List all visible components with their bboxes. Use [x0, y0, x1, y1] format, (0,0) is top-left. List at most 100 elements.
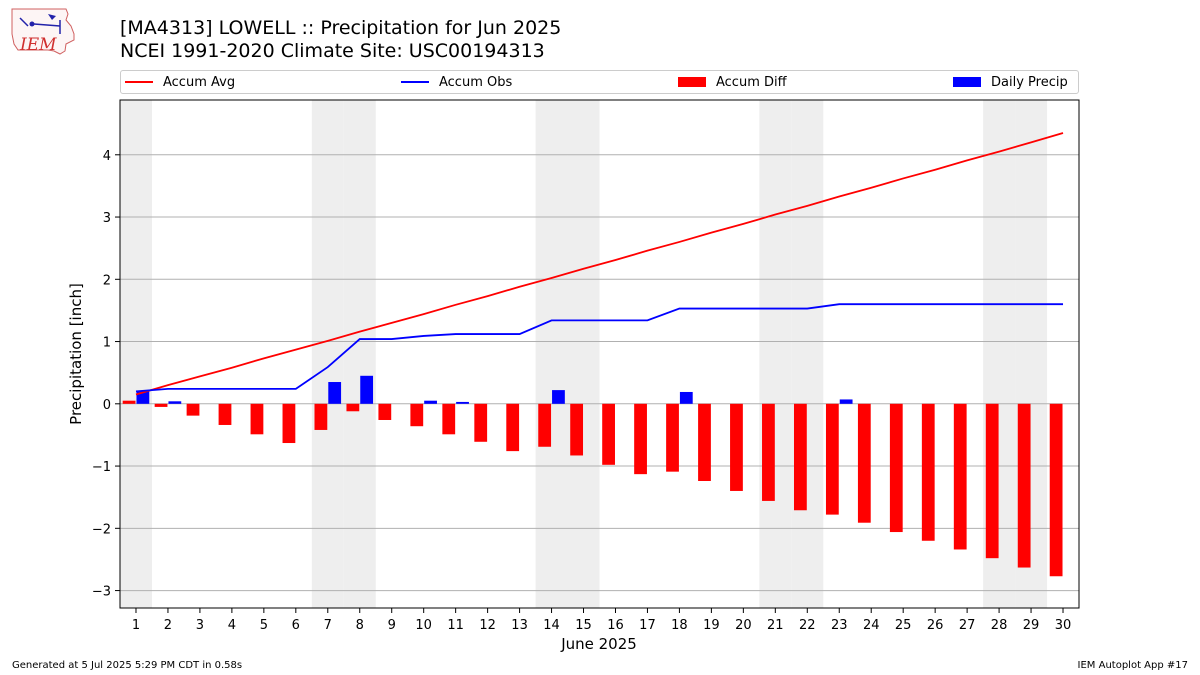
x-tick-label: 25	[895, 618, 912, 633]
accum-diff-bar	[857, 403, 871, 523]
legend-swatch-accum-obs	[401, 81, 429, 83]
accum-diff-bar	[378, 403, 392, 420]
y-tick-label: 0	[103, 398, 111, 413]
y-tick-label: 4	[103, 149, 111, 164]
accum-diff-bar	[154, 403, 168, 407]
chart-legend: Accum Avg Accum Obs Accum Diff Daily Pre…	[120, 70, 1079, 94]
x-tick-label: 20	[735, 618, 752, 633]
daily-precip-bar	[328, 382, 342, 404]
accum-diff-bar	[602, 403, 615, 465]
x-tick-label: 28	[991, 618, 1008, 633]
accum-diff-bar	[314, 403, 328, 430]
accum-diff-bar	[122, 400, 136, 404]
weekend-band	[311, 100, 344, 608]
weekend-band	[343, 100, 376, 608]
legend-label-accum-avg: Accum Avg	[163, 74, 236, 90]
accum-diff-bar	[570, 403, 584, 456]
y-tick-label: −1	[92, 460, 111, 475]
x-tick-label: 11	[447, 618, 464, 633]
x-tick-label: 30	[1055, 618, 1072, 633]
accum-diff-bar	[442, 403, 456, 435]
accum-diff-bar	[921, 403, 935, 541]
x-tick-label: 14	[543, 618, 560, 633]
legend-swatch-accum-diff	[678, 77, 706, 87]
x-tick-label: 12	[479, 618, 496, 633]
x-tick-label: 18	[671, 618, 688, 633]
chart-title-line2: NCEI 1991-2020 Climate Site: USC00194313	[120, 40, 545, 62]
accum-diff-bar	[410, 403, 424, 427]
accum-avg-line	[135, 132, 1064, 396]
legend-swatch-accum-avg	[125, 81, 153, 83]
chart-title-line1: [MA4313] LOWELL :: Precipitation for Jun…	[120, 17, 562, 39]
accum-diff-bar	[186, 403, 200, 416]
x-tick-label: 19	[703, 618, 720, 633]
x-tick-label: 7	[324, 618, 332, 633]
legend-item-accum-obs: Accum Obs	[401, 74, 512, 90]
accum-diff-bar	[474, 403, 488, 442]
weekend-band	[120, 100, 152, 608]
daily-precip-bar	[136, 391, 150, 404]
accum-diff-bar	[698, 403, 711, 481]
accum-diff-bar	[538, 403, 552, 447]
accum-diff-bar	[762, 403, 775, 501]
legend-label-accum-diff: Accum Diff	[716, 74, 787, 90]
weekend-band	[759, 100, 792, 608]
legend-label-daily-precip: Daily Precip	[991, 74, 1068, 90]
x-tick-label: 21	[767, 618, 784, 633]
y-tick-label: 1	[103, 336, 111, 351]
x-tick-label: 23	[831, 618, 848, 633]
app-credit: IEM Autoplot App #17	[1077, 660, 1188, 671]
daily-precip-bar	[456, 401, 469, 404]
accum-diff-bar	[634, 403, 647, 475]
x-tick-label: 6	[292, 618, 300, 633]
daily-precip-bar	[168, 401, 182, 404]
daily-precip-bar	[552, 390, 565, 404]
accum-diff-bar	[730, 403, 743, 491]
x-tick-label: 8	[356, 618, 364, 633]
accum-diff-bar	[985, 403, 999, 559]
y-tick-label: −3	[92, 585, 111, 600]
legend-swatch-daily-precip	[953, 77, 981, 87]
daily-precip-bar	[360, 375, 374, 404]
x-tick-label: 17	[639, 618, 656, 633]
x-tick-label: 3	[196, 618, 204, 633]
legend-item-daily-precip: Daily Precip	[953, 74, 1068, 90]
x-tick-label: 29	[1023, 618, 1040, 633]
y-tick-label: −2	[92, 522, 111, 537]
x-axis-label: June 2025	[560, 635, 637, 653]
accum-diff-bar	[506, 403, 520, 452]
x-tick-label: 13	[511, 618, 528, 633]
accum-diff-bar	[953, 403, 967, 550]
accum-diff-bar	[218, 403, 232, 425]
accum-diff-bar	[666, 403, 679, 472]
accum-diff-bar	[346, 403, 360, 412]
weekend-band	[567, 100, 600, 608]
x-tick-label: 15	[575, 618, 592, 633]
daily-precip-bar	[679, 391, 693, 404]
x-tick-label: 4	[228, 618, 236, 633]
y-axis-label: Precipitation [inch]	[67, 283, 85, 425]
x-tick-label: 16	[607, 618, 624, 633]
accum-diff-bar	[282, 403, 296, 444]
daily-precip-bar	[424, 400, 437, 404]
x-tick-label: 5	[260, 618, 268, 633]
accum-diff-bar	[250, 403, 264, 435]
weekend-band	[535, 100, 568, 608]
x-tick-label: 26	[927, 618, 944, 633]
plot-frame	[119, 99, 1080, 609]
weekend-band	[791, 100, 824, 608]
legend-item-accum-diff: Accum Diff	[678, 74, 787, 90]
x-tick-label: 10	[415, 618, 432, 633]
x-tick-label: 22	[799, 618, 816, 633]
iem-logo: IEM	[11, 8, 75, 55]
svg-text:IEM: IEM	[19, 35, 57, 55]
accum-diff-bar	[1049, 403, 1063, 577]
accum-diff-bar	[825, 403, 839, 515]
y-tick-label: 3	[103, 211, 111, 226]
accum-diff-bar	[793, 403, 807, 511]
daily-precip-bar	[839, 399, 853, 404]
x-tick-label: 2	[164, 618, 172, 633]
y-tick-label: 2	[103, 273, 111, 288]
accum-diff-bar	[889, 403, 903, 533]
